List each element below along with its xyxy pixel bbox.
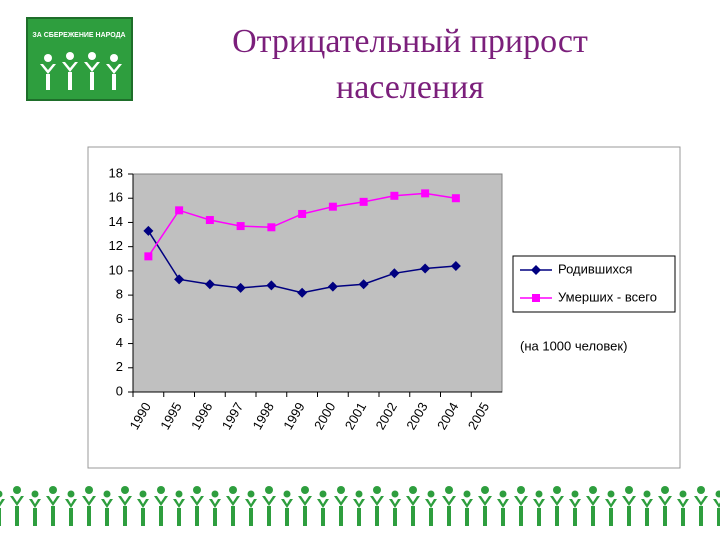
marker bbox=[144, 252, 153, 261]
marker bbox=[328, 202, 337, 211]
marker bbox=[205, 216, 214, 225]
marker bbox=[175, 206, 184, 215]
y-tick-label: 2 bbox=[116, 359, 123, 374]
legend bbox=[512, 255, 676, 313]
marker bbox=[531, 265, 541, 275]
y-tick-label: 12 bbox=[109, 238, 123, 253]
marker bbox=[204, 279, 215, 290]
marker bbox=[267, 223, 276, 232]
logo-text: ЗА СБЕРЕЖЕНИЕ НАРОДА bbox=[32, 32, 125, 39]
y-tick-label: 14 bbox=[109, 214, 123, 229]
marker bbox=[266, 280, 277, 291]
chart-title: Отрицательный прирост населения bbox=[232, 23, 588, 106]
marker bbox=[532, 294, 540, 302]
annotation: (на 1000 человек) bbox=[520, 338, 627, 353]
marker bbox=[358, 279, 369, 290]
marker bbox=[390, 191, 399, 200]
logo: ЗА СБЕРЕЖЕНИЕ НАРОДА bbox=[26, 17, 133, 101]
y-tick-label: 10 bbox=[109, 262, 123, 277]
marker bbox=[389, 268, 400, 279]
y-tick-label: 16 bbox=[109, 190, 123, 205]
marker bbox=[420, 263, 431, 274]
plot-area bbox=[132, 173, 503, 393]
y-tick-label: 0 bbox=[116, 383, 123, 398]
marker bbox=[450, 261, 461, 272]
marker bbox=[451, 194, 460, 203]
legend-label: Родившихся bbox=[558, 261, 632, 276]
marker bbox=[235, 282, 246, 293]
y-tick-label: 8 bbox=[116, 287, 123, 302]
decorative-border bbox=[0, 482, 720, 532]
marker bbox=[327, 281, 338, 292]
y-tick-label: 6 bbox=[116, 311, 123, 326]
marker bbox=[359, 197, 368, 206]
legend-label: Умерших - всего bbox=[558, 289, 657, 304]
marker bbox=[421, 189, 430, 198]
marker bbox=[297, 287, 308, 298]
marker bbox=[298, 209, 307, 218]
marker bbox=[236, 222, 245, 231]
marker bbox=[174, 274, 185, 285]
y-tick-label: 4 bbox=[116, 335, 123, 350]
marker bbox=[143, 225, 154, 236]
y-tick-label: 18 bbox=[109, 165, 123, 180]
